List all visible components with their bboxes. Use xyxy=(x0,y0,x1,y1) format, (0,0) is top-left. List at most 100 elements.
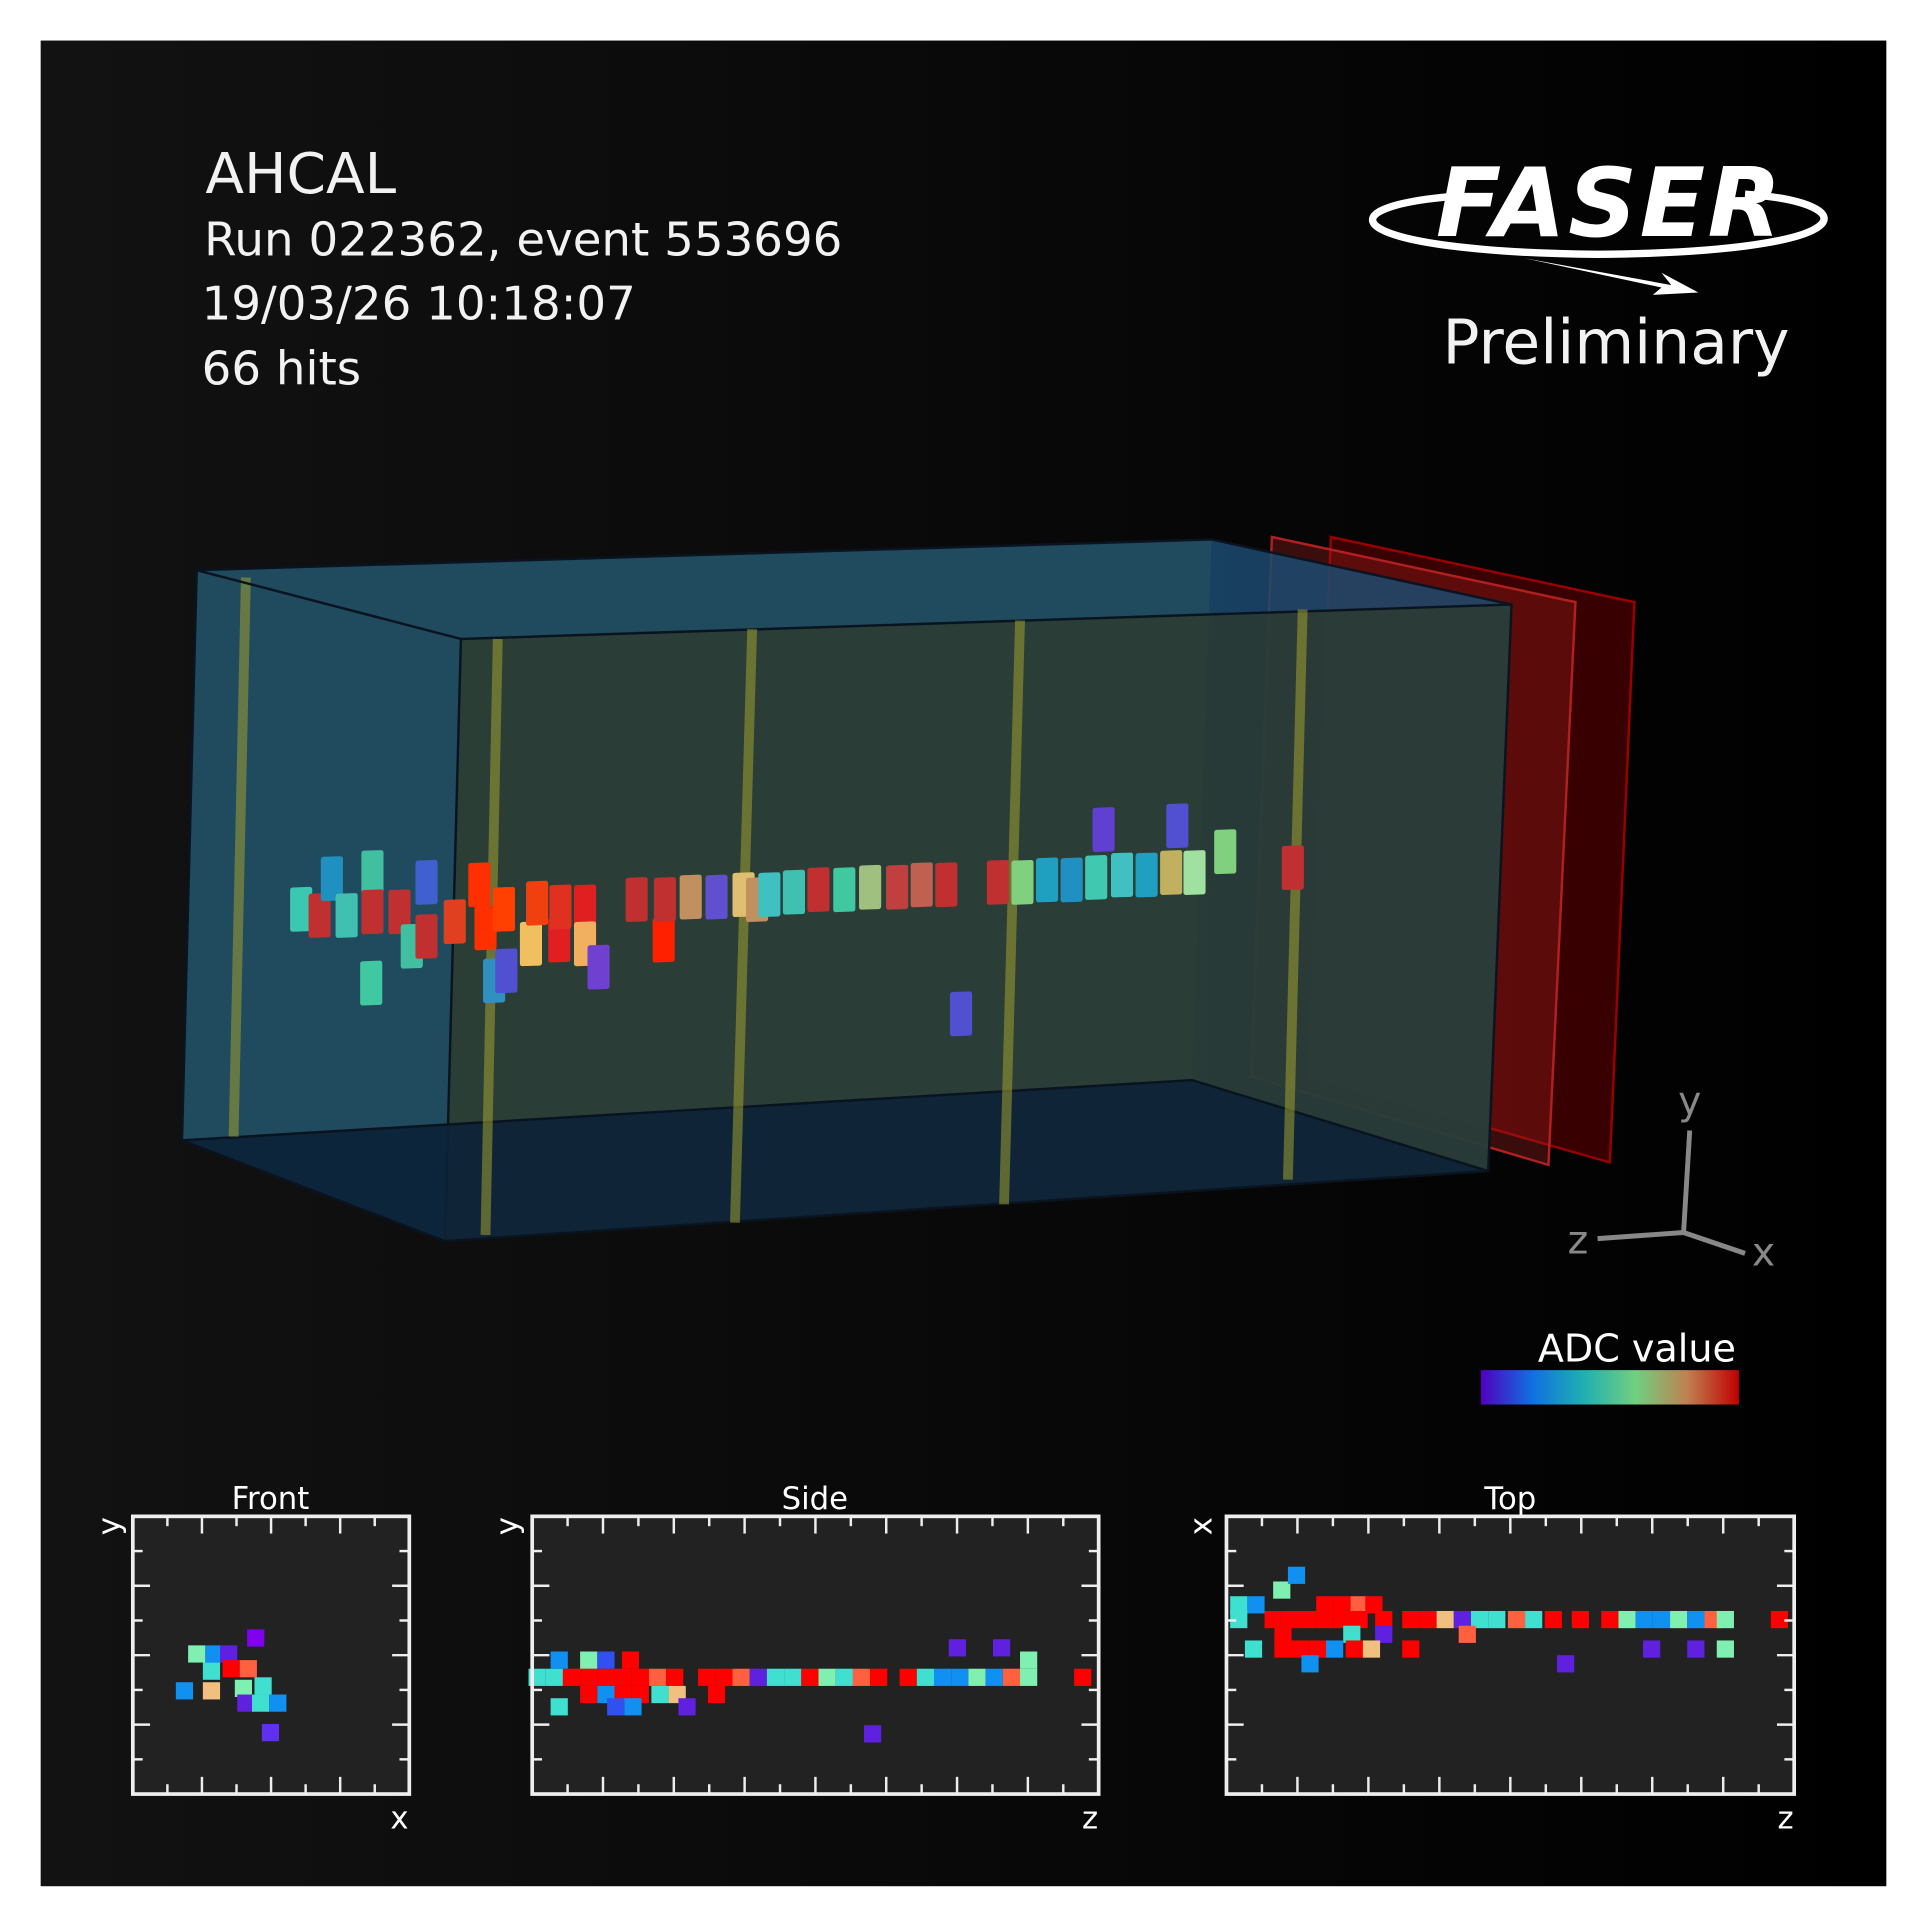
pixel xyxy=(1247,1596,1265,1614)
pixel xyxy=(1601,1610,1619,1629)
pixel xyxy=(801,1668,819,1686)
hit xyxy=(468,862,491,908)
pixel xyxy=(580,1651,598,1669)
pixel xyxy=(1291,1640,1309,1658)
pixel xyxy=(749,1668,767,1686)
pixel xyxy=(1436,1610,1454,1629)
pixel xyxy=(205,1645,223,1663)
hit xyxy=(1166,803,1189,849)
colorbar xyxy=(1480,1370,1739,1405)
pixel xyxy=(1350,1610,1368,1629)
pixel xyxy=(1244,1640,1263,1658)
pixel xyxy=(698,1668,716,1686)
hit xyxy=(1214,829,1237,875)
pixel xyxy=(1643,1640,1661,1658)
pixel xyxy=(621,1651,640,1669)
pixel xyxy=(1635,1610,1653,1629)
hit xyxy=(1060,857,1083,903)
hit xyxy=(859,864,882,910)
pixel xyxy=(1488,1610,1506,1629)
hit xyxy=(1035,857,1059,903)
hit xyxy=(679,874,702,920)
panel-front xyxy=(132,1516,410,1795)
pixel xyxy=(852,1668,871,1686)
hit xyxy=(361,850,384,895)
pixel xyxy=(1301,1655,1319,1673)
layer xyxy=(730,629,758,1223)
pixel xyxy=(1375,1610,1393,1629)
pixel xyxy=(1020,1668,1038,1686)
pixel xyxy=(1325,1640,1344,1658)
pixel xyxy=(1274,1640,1292,1658)
hit xyxy=(1281,845,1304,891)
logo-ring xyxy=(1368,190,1828,259)
pixel xyxy=(202,1662,221,1680)
hit xyxy=(443,899,466,945)
y-axis-label: x xyxy=(1184,1517,1220,1535)
pixel xyxy=(1557,1655,1575,1673)
pixel xyxy=(1571,1610,1589,1629)
preliminary: Preliminary xyxy=(1443,308,1790,379)
hit xyxy=(1135,852,1158,898)
pixel xyxy=(597,1651,615,1669)
header: AHCAL Run 022362, event 553696 19/03/26 … xyxy=(202,142,843,397)
hit xyxy=(782,869,805,915)
hit xyxy=(652,917,675,963)
pixel xyxy=(1298,1610,1317,1629)
edge xyxy=(1211,538,1512,606)
hit xyxy=(886,864,909,910)
hit xyxy=(474,905,497,951)
box-edges xyxy=(180,538,1512,1141)
pixel xyxy=(550,1651,568,1669)
pixel xyxy=(666,1668,684,1686)
pixel xyxy=(1345,1640,1363,1658)
pixel xyxy=(1264,1610,1282,1629)
pixel xyxy=(870,1668,888,1686)
pixel xyxy=(1230,1610,1248,1629)
detector xyxy=(180,535,1636,1243)
pixel xyxy=(1470,1610,1489,1629)
pixel xyxy=(580,1685,598,1704)
pixel xyxy=(222,1660,240,1678)
pixel xyxy=(1687,1610,1705,1629)
pixel xyxy=(1652,1610,1671,1629)
pixel xyxy=(784,1668,802,1686)
pixel xyxy=(1507,1610,1526,1629)
pixel xyxy=(651,1685,669,1704)
hit xyxy=(1011,859,1034,905)
pixel xyxy=(234,1679,253,1697)
hit xyxy=(360,960,383,1006)
pixel xyxy=(580,1668,598,1686)
triad-x: x xyxy=(1752,1231,1775,1276)
pixel xyxy=(1453,1610,1471,1629)
axis-x xyxy=(1682,1230,1746,1256)
logo-text: FASER xyxy=(1436,147,1784,259)
pixel xyxy=(607,1698,625,1716)
pixel xyxy=(715,1668,733,1686)
pixel xyxy=(835,1668,853,1686)
axis-y xyxy=(1681,1130,1693,1233)
pixel xyxy=(992,1639,1011,1657)
hit xyxy=(415,859,438,905)
title: AHCAL xyxy=(205,142,396,207)
pixel xyxy=(899,1668,917,1686)
pixel xyxy=(1716,1640,1734,1658)
pixel xyxy=(550,1698,568,1716)
y-axis-label: y xyxy=(489,1517,525,1535)
hit xyxy=(625,877,648,922)
pixel xyxy=(1308,1640,1326,1658)
logo-arrow xyxy=(1523,258,1699,295)
pixel xyxy=(968,1668,986,1686)
pixel xyxy=(1365,1596,1383,1614)
pixel xyxy=(951,1668,969,1686)
x-axis-label: x xyxy=(390,1800,408,1836)
pixel xyxy=(818,1668,836,1686)
pixel xyxy=(1230,1596,1248,1614)
pixel xyxy=(1281,1610,1299,1629)
pixel xyxy=(202,1682,221,1700)
pixel xyxy=(1402,1610,1420,1629)
pixel xyxy=(261,1724,280,1742)
pixel xyxy=(1343,1625,1361,1643)
pixel xyxy=(916,1668,935,1686)
